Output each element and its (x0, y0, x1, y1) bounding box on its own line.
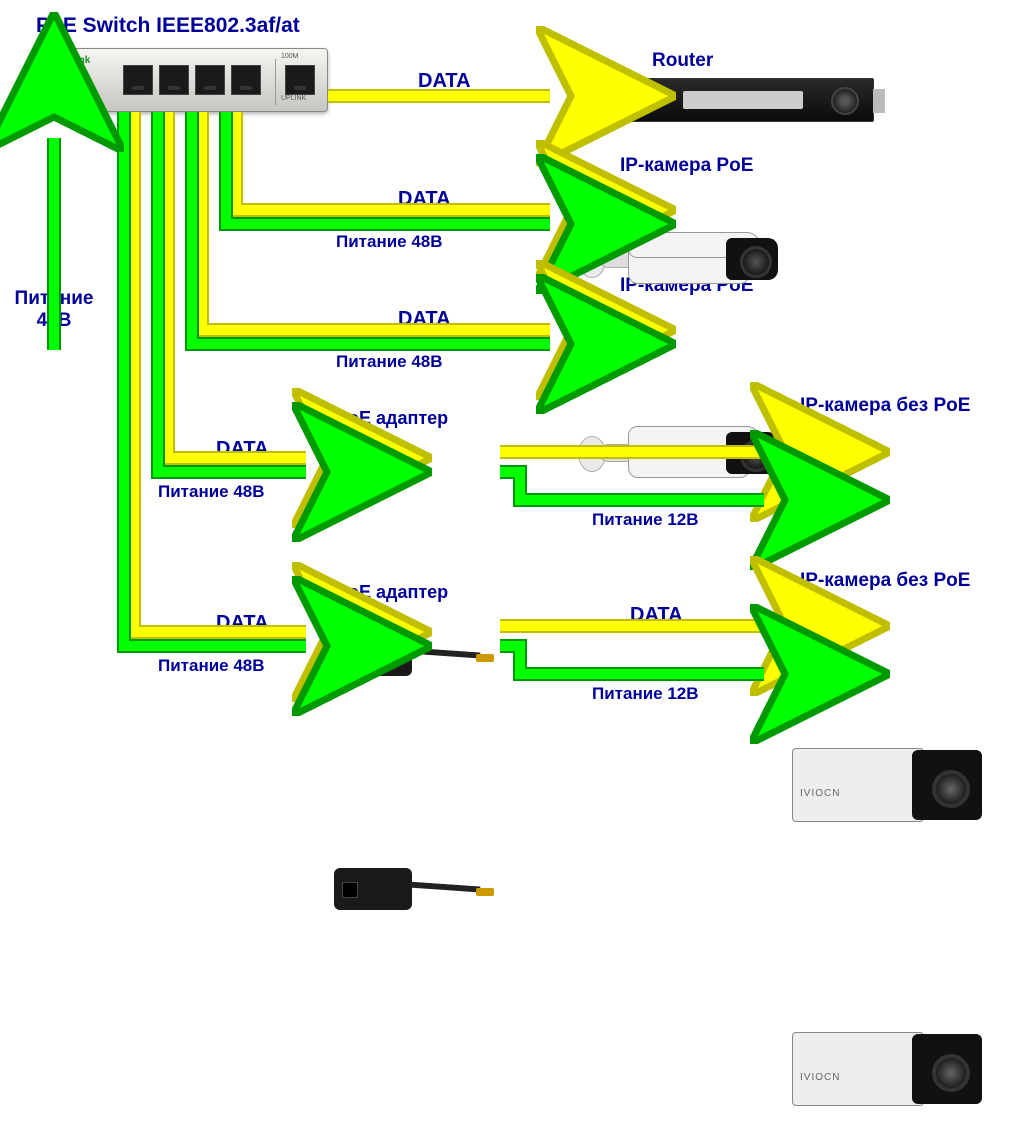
router-label: Router (652, 50, 713, 72)
adapter-1-label: PoE адаптер (336, 408, 448, 429)
ip-camera-poe-2 (578, 416, 778, 490)
pwr48-cam1: Питание 48В (336, 232, 443, 252)
power-in-line2: 48В (37, 310, 72, 331)
pwr12-2: Питание 12В (592, 684, 699, 704)
cam-nopo-1-label: IP-камера без PoE (800, 395, 970, 417)
poe-adapter-2 (334, 858, 494, 918)
power-in-label: Питание 48В (14, 288, 94, 332)
data-label-ad1: DATA (216, 438, 269, 461)
data-label-nopo2: DATA (630, 604, 683, 627)
router (582, 78, 874, 122)
pwr48-ad1: Питание 48В (158, 482, 265, 502)
switch-uplink-label: UPLINK (281, 95, 306, 102)
poe-adapter-1 (334, 624, 494, 684)
ip-camera-nopo-1: IVIOCN (792, 728, 982, 838)
switch-uplink-port (285, 65, 315, 95)
switch-port-4 (231, 65, 261, 95)
adapter-2-label: PoE адаптер (336, 582, 448, 603)
poe-switch: PoE-Link PWR 100M UPLINK (36, 48, 328, 112)
data-label-ad2: DATA (216, 612, 269, 635)
pwr12-1: Питание 12В (592, 510, 699, 530)
switch-pwr-led: PWR (51, 85, 75, 92)
pwr48-cam2: Питание 48В (336, 352, 443, 372)
switch-port-1 (123, 65, 153, 95)
cam-poe-1-label: IP-камера PoE (620, 155, 753, 177)
switch-port-2 (159, 65, 189, 95)
data-label-router: DATA (418, 70, 471, 93)
data-label-cam1: DATA (398, 188, 451, 211)
ip-camera-poe-1 (578, 222, 778, 296)
switch-speed: 100M (281, 53, 299, 60)
data-label-cam2: DATA (398, 308, 451, 331)
power-in-line1: Питание (15, 288, 94, 309)
switch-brand: PoE-Link (47, 55, 90, 66)
switch-title: PoE Switch IEEE802.3af/at (36, 14, 300, 38)
ip-camera-nopo-2: IVIOCN (792, 1012, 982, 1122)
cam-nopo-2-label: IP-камера без PoE (800, 570, 970, 592)
pwr48-ad2: Питание 48В (158, 656, 265, 676)
switch-ports (123, 65, 261, 95)
switch-port-3 (195, 65, 225, 95)
